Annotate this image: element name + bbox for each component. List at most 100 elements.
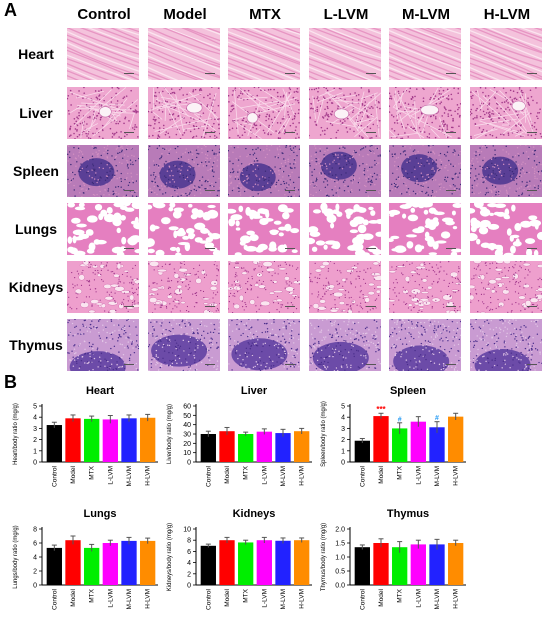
histology-image-lungs-4: [309, 203, 381, 255]
bar-m-lvm: [275, 541, 290, 585]
y-tick-label: 0: [341, 460, 345, 467]
chart-title: Kidneys: [233, 508, 276, 520]
scale-bar: [124, 73, 134, 74]
x-tick-label: MTX: [243, 588, 250, 602]
bar-l-lvm: [103, 543, 118, 585]
y-tick-label: 0: [33, 583, 37, 590]
scale-bar: [446, 306, 456, 307]
y-tick-label: 20: [183, 441, 191, 448]
bar-control: [47, 425, 62, 462]
y-tick-label: 1.5: [335, 541, 345, 548]
y-tick-label: 1.0: [335, 555, 345, 562]
bar-mtx: [84, 419, 99, 462]
bar-mtx: [238, 434, 253, 462]
y-tick-label: 3: [33, 426, 37, 433]
scale-bar: [446, 248, 456, 249]
y-tick-label: 10: [183, 450, 191, 457]
y-tick-label: 30: [183, 432, 191, 439]
histology-image-lungs-3: [228, 203, 300, 255]
scale-bar: [124, 306, 134, 307]
scale-bar: [205, 364, 215, 365]
scale-bar: [366, 190, 376, 191]
scale-bar: [446, 132, 456, 133]
bar-model: [65, 540, 80, 585]
histology-image-liver-2: [148, 87, 220, 139]
x-tick-label: Model: [224, 588, 231, 606]
x-tick-label: MTX: [89, 465, 96, 479]
y-axis-label: Liver/body ratio (mg/g): [167, 404, 173, 464]
x-tick-label: L-LVM: [107, 589, 114, 608]
bar-l-lvm: [411, 544, 426, 585]
bar-m-lvm: [429, 544, 444, 585]
y-tick-label: 40: [183, 422, 191, 429]
y-tick-label: 4: [341, 415, 345, 422]
histology-image-thymus-5: [389, 319, 461, 371]
x-tick-label: Model: [378, 588, 385, 606]
scale-bar: [205, 132, 215, 133]
scale-bar: [366, 73, 376, 74]
bar-control: [201, 434, 216, 462]
y-tick-label: 6: [187, 549, 191, 556]
histology-image-liver-6: [470, 87, 542, 139]
significance-mark: ***: [376, 405, 386, 414]
scale-bar: [205, 248, 215, 249]
histology-image-lungs-1: [67, 203, 139, 255]
bar-control: [47, 548, 62, 585]
scale-bar: [527, 248, 537, 249]
x-tick-label: Control: [51, 588, 58, 610]
histology-image-spleen-2: [148, 145, 220, 197]
histology-image-kidneys-5: [389, 261, 461, 313]
chart-title: Heart: [86, 385, 114, 397]
bar-m-lvm: [121, 541, 136, 585]
histology-image-spleen-1: [67, 145, 139, 197]
scale-bar: [124, 248, 134, 249]
chart-title: Liver: [241, 385, 268, 397]
y-axis-label: Kidneys/body ratio (mg/g): [167, 523, 173, 591]
histology-image-heart-2: [148, 28, 220, 80]
y-tick-label: 2: [341, 437, 345, 444]
bar-mtx: [392, 547, 407, 585]
chart-title: Thymus: [387, 508, 429, 520]
y-tick-label: 10: [183, 527, 191, 534]
y-tick-label: 4: [33, 415, 37, 422]
histology-image-spleen-4: [309, 145, 381, 197]
bar-m-lvm: [275, 433, 290, 462]
scale-bar: [446, 364, 456, 365]
y-tick-label: 60: [183, 404, 191, 411]
scale-bar: [366, 248, 376, 249]
bar-h-lvm: [294, 431, 309, 462]
scale-bar: [285, 248, 295, 249]
bar-mtx: [238, 542, 253, 585]
histology-image-lungs-2: [148, 203, 220, 255]
histology-image-liver-5: [389, 87, 461, 139]
x-tick-label: Control: [51, 465, 58, 487]
scale-bar: [285, 190, 295, 191]
x-tick-label: H-LVM: [453, 589, 460, 609]
x-tick-label: L-LVM: [261, 589, 268, 608]
col-header-m-lvm: M-LVM: [386, 6, 466, 23]
x-tick-label: Model: [224, 465, 231, 483]
histology-image-lungs-6: [470, 203, 542, 255]
y-tick-label: 4: [33, 555, 37, 562]
x-tick-label: H-LVM: [299, 466, 306, 486]
scale-bar: [527, 190, 537, 191]
x-tick-label: Control: [359, 465, 366, 487]
scale-bar: [124, 364, 134, 365]
scale-bar: [124, 190, 134, 191]
histology-image-spleen-3: [228, 145, 300, 197]
histology-image-thymus-6: [470, 319, 542, 371]
histology-image-heart-5: [389, 28, 461, 80]
scale-bar: [366, 306, 376, 307]
scale-bar: [285, 306, 295, 307]
bar-model: [219, 431, 234, 462]
bar-h-lvm: [448, 417, 463, 462]
x-tick-label: Control: [359, 588, 366, 610]
y-tick-label: 0: [187, 460, 191, 467]
